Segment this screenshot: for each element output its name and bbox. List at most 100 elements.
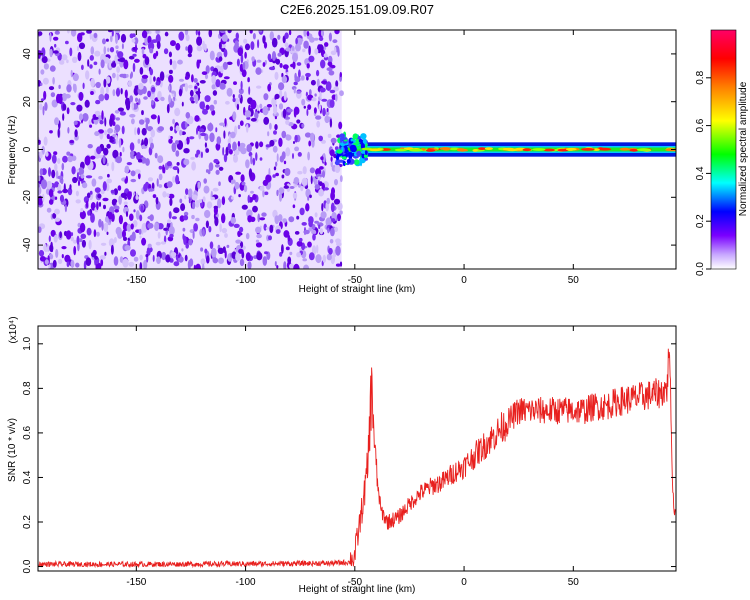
noise-blob [137, 138, 141, 144]
noise-blob [126, 191, 132, 200]
noise-blob [306, 76, 309, 81]
noise-blob [48, 167, 51, 177]
snr-series-line [38, 348, 676, 569]
noise-blob [278, 89, 283, 99]
noise-blob [185, 188, 189, 196]
noise-blob [88, 120, 91, 126]
noise-blob [167, 85, 171, 91]
noise-blob [115, 34, 118, 44]
noise-blob [318, 181, 323, 187]
noise-blob [259, 141, 264, 148]
noise-blob [108, 30, 113, 33]
noise-blob [139, 67, 144, 75]
noise-blob [281, 151, 286, 160]
noise-blob [195, 217, 200, 222]
noise-blob [218, 41, 222, 50]
noise-blob [237, 124, 241, 130]
noise-blob [90, 213, 95, 223]
noise-blob [155, 196, 159, 205]
noise-blob [308, 227, 313, 232]
noise-blob [118, 138, 122, 148]
spectrogram-ytick-label: -40 [22, 237, 33, 252]
noise-blob [104, 93, 110, 101]
noise-blob [105, 38, 109, 42]
noise-blob [293, 81, 298, 86]
noise-blob [279, 252, 283, 257]
noise-blob [130, 249, 136, 257]
noise-blob [50, 92, 56, 98]
noise-blob [276, 265, 279, 269]
noise-blob [44, 259, 49, 265]
noise-blob [339, 175, 343, 183]
noise-blob [58, 94, 63, 105]
noise-blob [293, 177, 300, 185]
noise-blob [248, 86, 251, 95]
noise-blob [202, 196, 206, 203]
noise-blob [42, 193, 45, 203]
noise-blob [325, 84, 330, 91]
noise-blob [334, 179, 338, 186]
noise-blob [250, 41, 255, 51]
noise-blob [328, 70, 335, 76]
noise-blob [335, 238, 341, 244]
noise-blob [148, 41, 155, 51]
noise-blob [264, 191, 269, 196]
noise-blob [78, 42, 86, 50]
noise-blob [113, 237, 117, 243]
noise-blob [219, 122, 225, 126]
noise-blob [275, 229, 281, 234]
noise-blob [251, 56, 255, 62]
noise-blob [301, 123, 305, 128]
noise-blob [232, 94, 235, 99]
noise-blob [275, 161, 278, 167]
noise-blob [67, 30, 70, 34]
noise-blob [205, 148, 210, 153]
snr-ytick-label: 0.6 [22, 426, 33, 440]
noise-blob [61, 246, 67, 250]
noise-blob [293, 88, 296, 94]
noise-blob [126, 162, 133, 166]
noise-blob [44, 243, 47, 253]
noise-blob [72, 176, 78, 184]
noise-blob [96, 146, 102, 155]
noise-blob [187, 259, 191, 269]
noise-blob [315, 115, 322, 120]
noise-blob [103, 46, 107, 55]
noise-blob [277, 34, 281, 40]
noise-blob [297, 170, 303, 175]
noise-blob [183, 158, 190, 166]
noise-blob [124, 245, 131, 251]
noise-blob [134, 58, 140, 63]
noise-blob [168, 225, 175, 236]
noise-blob [72, 56, 78, 63]
noise-blob [323, 53, 328, 58]
noise-blob [112, 89, 116, 97]
noise-blob [91, 178, 97, 187]
noise-blob [221, 34, 228, 42]
noise-blob [240, 147, 247, 155]
noise-blob [140, 205, 144, 213]
noise-blob [40, 179, 48, 190]
signal-burst-blob [364, 150, 368, 155]
noise-blob [82, 82, 85, 90]
noise-blob [224, 118, 227, 127]
noise-blob [292, 204, 296, 209]
noise-blob [130, 223, 134, 230]
snr-ytick-label: 0.8 [22, 381, 33, 395]
signal-burst-blob [347, 151, 353, 156]
noise-blob [211, 84, 216, 90]
noise-blob [113, 60, 116, 67]
noise-blob [237, 47, 244, 57]
noise-blob [314, 48, 319, 55]
noise-blob [221, 227, 228, 234]
noise-blob [176, 162, 180, 166]
noise-blob [204, 95, 211, 103]
signal-burst-blob [360, 143, 365, 150]
noise-blob [212, 90, 218, 96]
noise-blob [77, 51, 82, 62]
noise-blob [184, 254, 188, 262]
noise-blob [333, 226, 339, 233]
noise-blob [137, 158, 143, 163]
noise-blob [111, 30, 114, 37]
noise-blob [141, 237, 147, 246]
